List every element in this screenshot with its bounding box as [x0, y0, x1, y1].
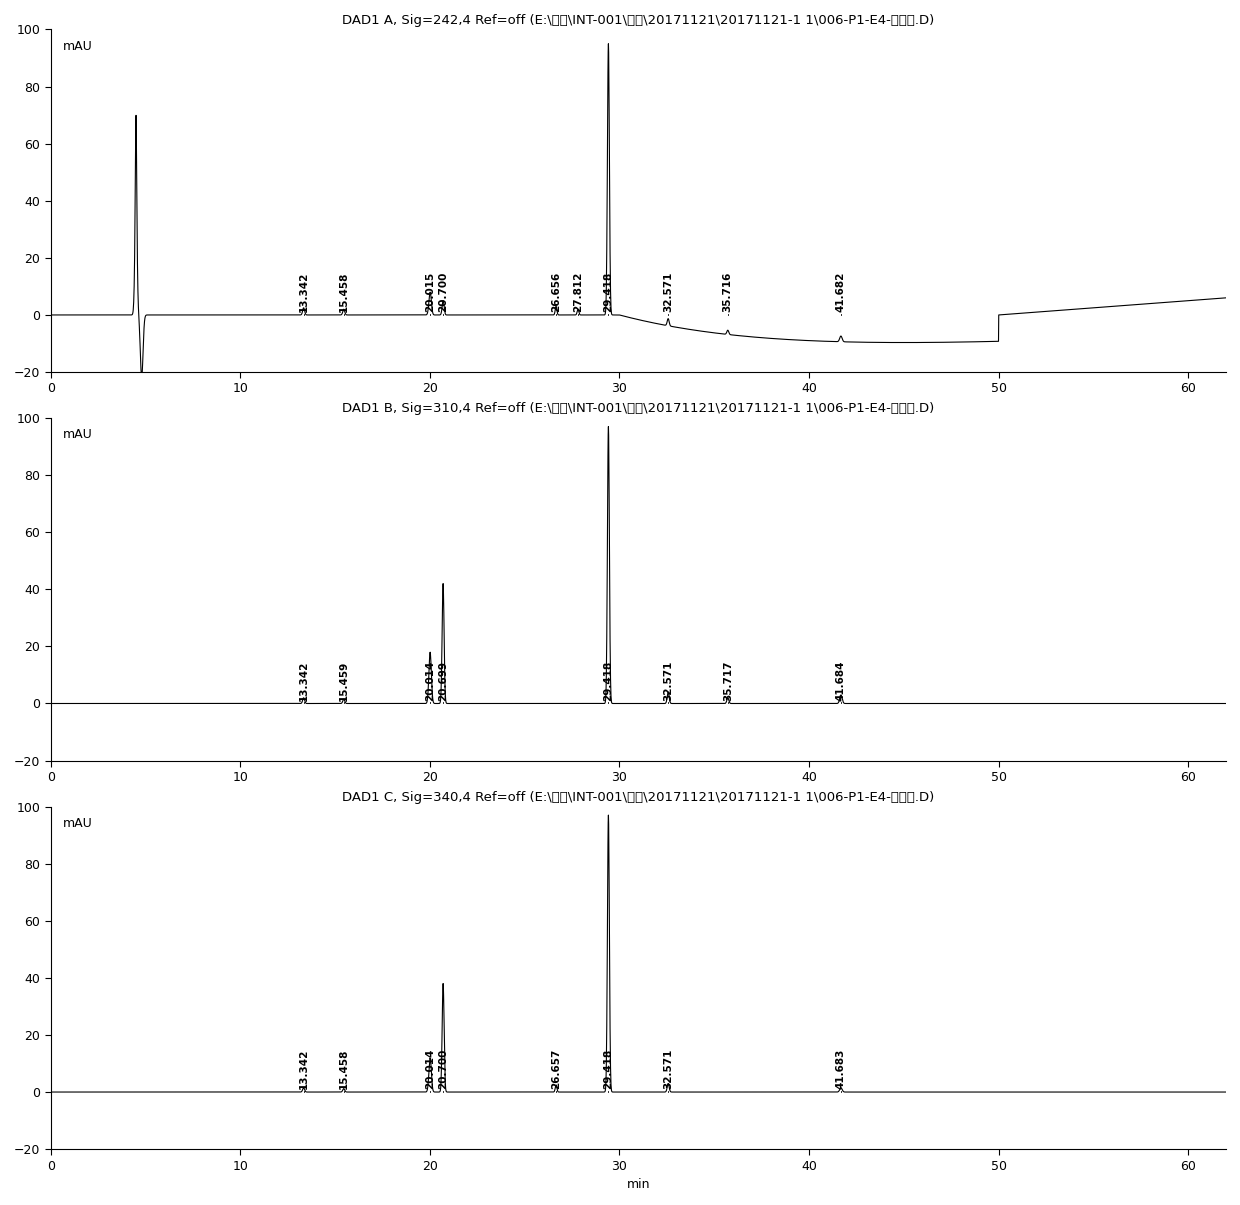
Text: 29.418: 29.418 [604, 272, 614, 312]
Text: 35.716: 35.716 [723, 272, 733, 312]
X-axis label: min: min [626, 1178, 650, 1191]
Text: 32.571: 32.571 [663, 1048, 673, 1089]
Text: 15.458: 15.458 [339, 272, 348, 312]
Text: 27.812: 27.812 [573, 272, 583, 312]
Text: 41.682: 41.682 [836, 272, 846, 312]
Text: 29.418: 29.418 [604, 1048, 614, 1089]
Title: DAD1 A, Sig=242,4 Ref=off (E:\项目\INT-001\数据\20171121\20171121-1 1\006-P1-E4-供试品.: DAD1 A, Sig=242,4 Ref=off (E:\项目\INT-001… [342, 14, 935, 27]
Text: mAU: mAU [62, 817, 92, 830]
Text: 41.684: 41.684 [836, 660, 846, 700]
Text: 26.656: 26.656 [551, 272, 560, 312]
Text: 32.571: 32.571 [663, 660, 673, 700]
Text: 20.015: 20.015 [425, 272, 435, 312]
Text: 29.418: 29.418 [604, 660, 614, 700]
Text: 13.342: 13.342 [299, 1048, 309, 1089]
Text: 26.657: 26.657 [551, 1048, 560, 1089]
Text: 13.342: 13.342 [299, 272, 309, 312]
Text: 20.014: 20.014 [425, 1048, 435, 1089]
Text: 20.014: 20.014 [425, 660, 435, 700]
Text: 35.717: 35.717 [723, 660, 733, 700]
Text: 41.683: 41.683 [836, 1048, 846, 1089]
Text: 15.459: 15.459 [339, 660, 348, 700]
Text: 15.458: 15.458 [339, 1048, 348, 1089]
Text: mAU: mAU [62, 428, 92, 441]
Title: DAD1 B, Sig=310,4 Ref=off (E:\项目\INT-001\数据\20171121\20171121-1 1\006-P1-E4-供试品.: DAD1 B, Sig=310,4 Ref=off (E:\项目\INT-001… [342, 402, 935, 416]
Title: DAD1 C, Sig=340,4 Ref=off (E:\项目\INT-001\数据\20171121\20171121-1 1\006-P1-E4-供试品.: DAD1 C, Sig=340,4 Ref=off (E:\项目\INT-001… [342, 790, 935, 804]
Text: 20.699: 20.699 [438, 660, 448, 700]
Text: 32.571: 32.571 [663, 272, 673, 312]
Text: 13.342: 13.342 [299, 660, 309, 700]
Text: 20.700: 20.700 [438, 1048, 448, 1089]
Text: mAU: mAU [62, 40, 92, 53]
Text: 20.700: 20.700 [438, 272, 448, 312]
